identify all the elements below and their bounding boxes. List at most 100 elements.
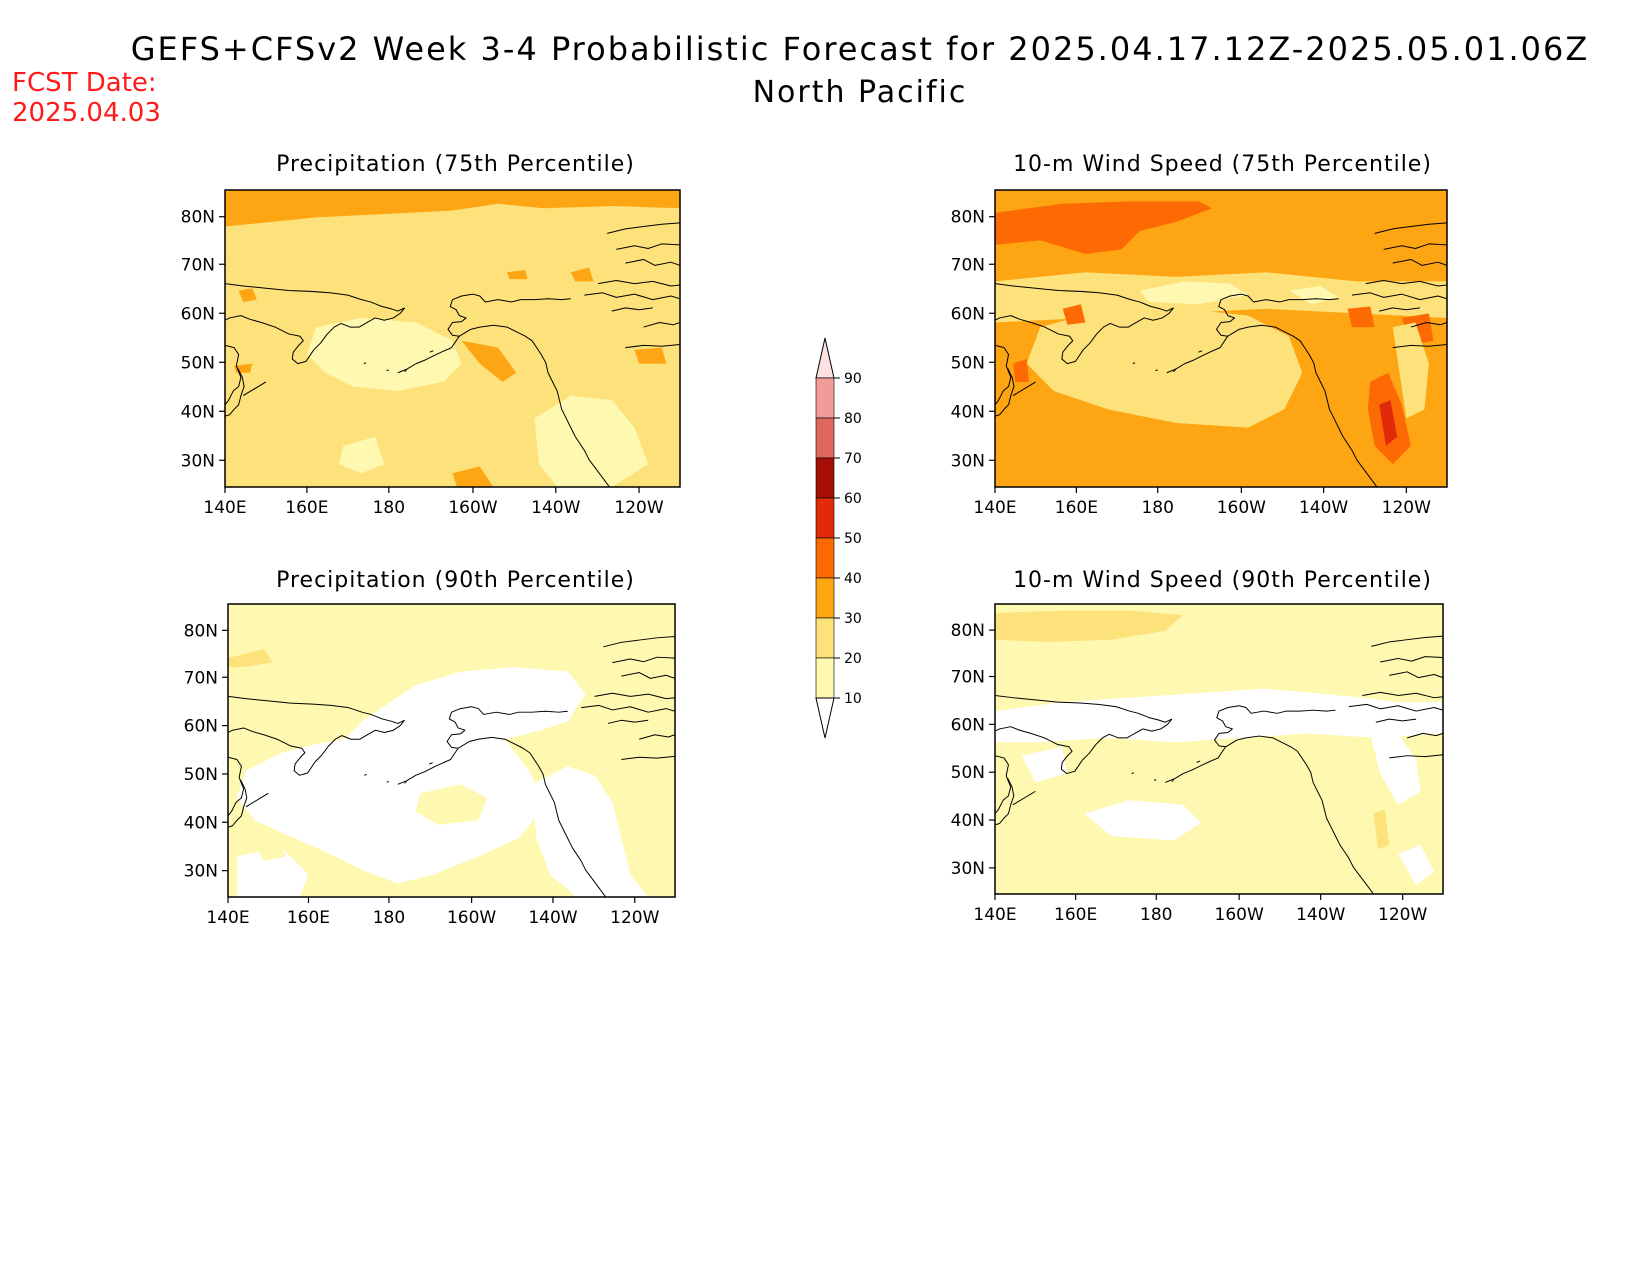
lat-label: 40N <box>951 402 985 422</box>
probability-contour <box>1371 733 1421 805</box>
colorbar-label: 60 <box>844 491 862 507</box>
lat-label: 40N <box>181 402 215 422</box>
lat-label: 50N <box>951 763 985 783</box>
probability-contour <box>995 610 1184 642</box>
panel-title-wind-90: 10-m Wind Speed (90th Percentile) <box>1013 568 1432 593</box>
probability-contour <box>1373 809 1390 850</box>
map-precip-90: 80N 70N 60N 50N 40N 30N 140E 160E 180 160W 140W 120… <box>184 603 676 928</box>
lon-label: 160E <box>1054 905 1097 925</box>
panel-title-precip-75: Precipitation (75th Percentile) <box>276 152 635 177</box>
lon-label: 120W <box>614 498 663 518</box>
lon-label: 120W <box>1378 905 1427 925</box>
lat-label: 50N <box>181 353 215 373</box>
colorbar-bottom-arrow <box>815 697 835 739</box>
lon-label: 160W <box>448 498 497 518</box>
lat-label: 70N <box>951 668 985 688</box>
colorbar: 90 80 70 60 50 40 30 20 10 <box>815 337 862 739</box>
probability-contour <box>338 436 385 474</box>
probability-contour <box>236 847 309 897</box>
lon-label: 140W <box>528 908 577 928</box>
lat-label: 80N <box>951 621 985 641</box>
probability-contour <box>254 838 287 861</box>
colorbar-label: 10 <box>844 691 862 707</box>
lon-label: 160E <box>285 498 328 518</box>
probability-contour <box>570 267 594 282</box>
probability-contour <box>507 269 528 280</box>
probability-contour <box>238 288 257 302</box>
probability-contour <box>531 766 649 897</box>
colorbar-band <box>815 577 835 619</box>
panel-title-wind-75: 10-m Wind Speed (75th Percentile) <box>1013 152 1432 177</box>
probability-contour <box>1398 844 1435 886</box>
lon-label: 140W <box>531 498 580 518</box>
lon-label: 140W <box>1296 905 1345 925</box>
probability-contour <box>1379 400 1398 446</box>
probability-contour <box>1347 306 1375 328</box>
lon-label: 140E <box>973 498 1016 518</box>
forecast-date-block: FCST Date: 2025.04.03 <box>12 68 161 128</box>
colorbar-band <box>815 617 835 659</box>
probability-contour <box>225 190 680 227</box>
lon-label: 160W <box>447 908 496 928</box>
lon-label: 140W <box>1299 498 1348 518</box>
colorbar-top-arrow <box>815 337 835 379</box>
probability-contour <box>306 317 462 392</box>
lon-label: 140E <box>973 905 1016 925</box>
probability-contour <box>461 340 517 382</box>
probability-contour <box>228 649 273 668</box>
lat-label: 40N <box>951 811 985 831</box>
lat-label: 60N <box>181 304 215 324</box>
probability-contour <box>236 667 586 884</box>
panel-title-precip-90: Precipitation (90th Percentile) <box>276 568 635 593</box>
map-fill-base <box>995 604 1443 894</box>
probability-contour <box>995 201 1212 254</box>
region-subtitle: North Pacific <box>752 75 968 110</box>
colorbar-band <box>815 657 835 699</box>
lat-label: 30N <box>181 451 215 471</box>
probability-contour <box>1139 281 1249 305</box>
colorbar-band <box>815 377 835 419</box>
lon-label: 180 <box>373 908 405 928</box>
lat-label: 50N <box>184 765 218 785</box>
colorbar-label: 90 <box>844 371 862 387</box>
map-frame <box>994 189 1448 488</box>
lon-label: 160E <box>287 908 330 928</box>
probability-contour <box>1013 359 1029 382</box>
colorbar-band <box>815 537 835 579</box>
lat-label: 80N <box>951 208 985 228</box>
lon-label: 160W <box>1215 905 1264 925</box>
lon-label: 180 <box>1140 905 1172 925</box>
probability-contour <box>415 784 488 825</box>
colorbar-label: 70 <box>844 451 862 467</box>
colorbar-label: 20 <box>844 651 862 667</box>
probability-contour <box>995 688 1443 743</box>
probability-contour <box>1084 800 1202 841</box>
lat-label: 40N <box>184 813 218 833</box>
lat-label: 60N <box>951 715 985 735</box>
colorbar-label: 30 <box>844 611 862 627</box>
colorbar-label: 80 <box>844 411 862 427</box>
lat-label: 60N <box>184 717 218 737</box>
lon-label: 120W <box>610 908 659 928</box>
forecast-date-label: FCST Date: <box>12 68 157 98</box>
lat-label: 70N <box>951 255 985 275</box>
lat-label: 30N <box>184 862 218 882</box>
probability-contour <box>1062 304 1086 325</box>
lon-label: 180 <box>1141 498 1173 518</box>
lon-label: 140E <box>203 498 246 518</box>
colorbar-label: 40 <box>844 571 862 587</box>
lat-label: 60N <box>951 304 985 324</box>
forecast-date-value: 2025.04.03 <box>12 98 161 128</box>
probability-contour <box>534 395 649 487</box>
map-frame <box>224 189 681 488</box>
lon-label: 180 <box>373 498 405 518</box>
lat-label: 80N <box>184 621 218 641</box>
main-title: GEFS+CFSv2 Week 3-4 Probabilistic Foreca… <box>130 30 1590 68</box>
probability-contour <box>634 347 667 364</box>
lon-label: 160W <box>1217 498 1266 518</box>
map-frame <box>994 603 1444 895</box>
map-wind-75: 80N 70N 60N 50N 40N 30N 140E 160E 180 160W 140W 120… <box>951 189 1448 518</box>
lon-label: 160E <box>1055 498 1098 518</box>
lat-label: 70N <box>181 255 215 275</box>
